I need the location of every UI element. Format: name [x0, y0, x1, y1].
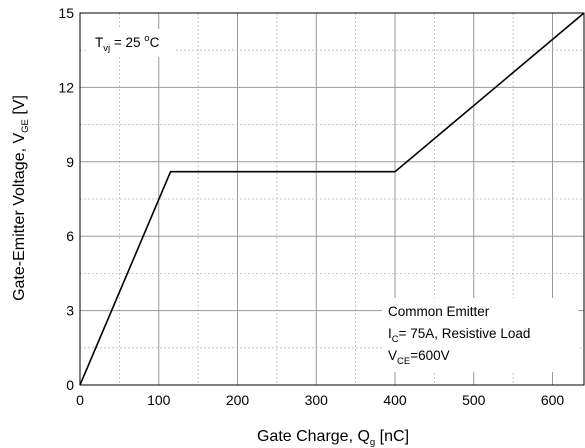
y-tick-label: 6: [66, 228, 74, 244]
x-axis-label: Gate Charge, Qg [nC]: [257, 428, 409, 448]
x-tick-label: 600: [541, 392, 565, 408]
x-tick-label: 400: [383, 392, 407, 408]
x-tick-label: 0: [76, 392, 84, 408]
x-tick-label: 100: [147, 392, 171, 408]
y-tick-label: 3: [66, 303, 74, 319]
y-tick-label: 15: [58, 5, 74, 21]
x-tick-label: 500: [462, 392, 486, 408]
y-tick-label: 12: [58, 79, 74, 95]
x-tick-label: 200: [226, 392, 250, 408]
x-tick-label: 300: [305, 392, 329, 408]
y-tick-labels: 0 3 6 9 12 15: [58, 5, 74, 393]
x-tick-labels: 0 100 200 300 400 500 600: [76, 392, 564, 408]
y-tick-label: 0: [66, 377, 74, 393]
conditions-line-1: Common Emitter: [388, 304, 490, 319]
y-tick-label: 9: [66, 154, 74, 170]
y-axis-label: Gate-Emitter Voltage, VGE [V]: [11, 95, 31, 301]
